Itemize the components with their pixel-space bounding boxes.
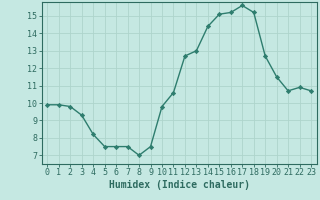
X-axis label: Humidex (Indice chaleur): Humidex (Indice chaleur) [109,180,250,190]
